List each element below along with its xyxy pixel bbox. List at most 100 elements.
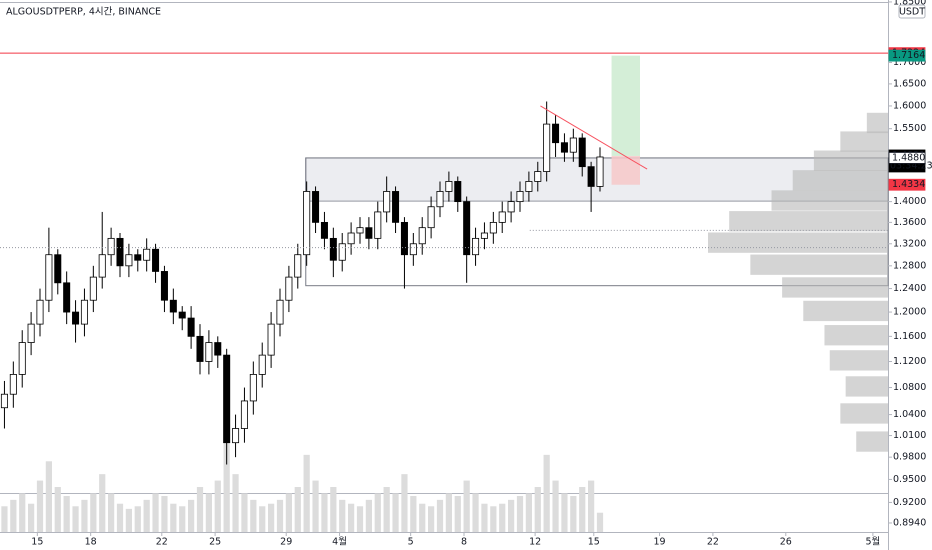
volume-profile-bar: [840, 403, 888, 424]
x-tick-label: 5: [408, 537, 414, 548]
y-tick-label: 1.7000: [893, 57, 926, 68]
volume-bar: [45, 461, 52, 532]
currency-box[interactable]: [898, 4, 926, 19]
y-tick-label: 1.1600: [893, 331, 926, 342]
x-tick-label: 29: [280, 537, 292, 548]
volume-bar: [72, 506, 79, 532]
currency[interactable]: USDT: [899, 7, 925, 18]
candle-body: [320, 221, 328, 239]
volume-bar: [214, 480, 221, 532]
volume-bar: [410, 496, 417, 532]
volume-bar: [285, 493, 292, 532]
volume-profile-bar: [866, 112, 888, 134]
volume-bar: [196, 487, 204, 532]
drawing-zone: [611, 155, 640, 185]
volume-bar: [259, 506, 266, 532]
volume-profile-bar: [813, 150, 888, 171]
volume-bar: [356, 506, 364, 532]
x-tick-label: 5월: [865, 536, 880, 548]
candle-body: [116, 237, 124, 267]
volume-bar: [303, 454, 310, 532]
candle-body: [267, 323, 275, 356]
volume-bar: [481, 503, 488, 532]
candle-body: [240, 400, 248, 429]
candle-body: [463, 201, 471, 256]
volume-bar: [454, 496, 461, 532]
volume-bar: [525, 493, 532, 532]
volume-bar: [365, 499, 372, 532]
volume-bar: [472, 493, 479, 532]
volume-bar: [179, 506, 186, 532]
drawing-line: [540, 105, 648, 170]
y-tick-label: 1.6000: [893, 100, 926, 111]
volume-profile-bar: [750, 254, 888, 275]
x-tick-label: 26: [780, 537, 792, 548]
y-tick-label: 1.2800: [893, 260, 926, 271]
volume-bar: [1, 506, 8, 532]
candle-body: [312, 191, 320, 223]
candle-body: [560, 142, 568, 153]
volume-bar: [339, 499, 346, 532]
candle-body: [587, 166, 595, 187]
volume-bar: [161, 496, 168, 532]
y-tick-label: 0.9800: [893, 452, 926, 463]
volume-bar: [570, 496, 577, 532]
volume-profile-bar: [829, 350, 888, 371]
volume-profile-bar: [729, 211, 888, 232]
candle-body: [18, 342, 26, 375]
y-tick-label: 1.4000: [893, 196, 926, 207]
candle-body: [169, 299, 177, 313]
volume-bar: [241, 493, 248, 532]
candle-body: [72, 311, 80, 325]
volume-bar: [10, 499, 17, 532]
candle-body: [258, 354, 266, 375]
candle-body: [338, 243, 346, 261]
volume-bar: [490, 506, 497, 532]
volume-bar: [436, 499, 444, 532]
y-tick-label: 0.8940: [893, 517, 926, 528]
candle-body: [392, 191, 400, 223]
volume-bar: [108, 493, 115, 532]
volume-bar: [268, 503, 275, 532]
volume-profile-bar: [782, 277, 888, 298]
x-tick-label: 22: [156, 537, 168, 548]
candle-body: [160, 271, 168, 301]
y-tick-label: 0.9500: [893, 474, 926, 485]
candle-body: [0, 393, 8, 409]
price-label-box: [888, 178, 926, 191]
candle-body: [472, 237, 480, 256]
volume-bar: [543, 454, 550, 532]
volume-bar: [63, 496, 70, 532]
candle-body: [552, 123, 560, 144]
volume-profile-bar: [792, 170, 888, 191]
volume-bar: [588, 480, 595, 532]
volume-profile-bar: [856, 431, 888, 452]
volume-profile-bar: [840, 131, 888, 152]
y-tick-label: 1.2400: [893, 283, 926, 294]
y-tick-label: 0.9200: [893, 497, 926, 508]
candle-body: [347, 232, 355, 245]
volume-bar: [19, 493, 26, 532]
chart-title: ALGOUSDTPERP, 4시간, BINANCE: [6, 7, 161, 18]
price-label: 1.4334: [892, 179, 925, 190]
volume-bar: [28, 503, 35, 532]
volume-bar: [54, 487, 61, 532]
volume-bar: [134, 506, 141, 532]
candle-body: [578, 137, 586, 168]
volume-bar: [579, 487, 586, 532]
candle-body: [89, 276, 97, 301]
x-tick-label: 15: [31, 537, 43, 548]
volume-bar: [374, 493, 381, 532]
x-tick-label: 19: [654, 537, 666, 548]
candle-body: [9, 374, 17, 395]
volume-bar: [534, 487, 541, 532]
y-tick-label: 1.2000: [893, 307, 926, 318]
volume-bar: [392, 493, 399, 532]
candle-body: [329, 237, 337, 261]
price-label: 1.4880: [892, 152, 925, 163]
volume-bar: [223, 442, 230, 532]
candle-body: [187, 317, 195, 337]
volume-bar: [419, 503, 426, 532]
